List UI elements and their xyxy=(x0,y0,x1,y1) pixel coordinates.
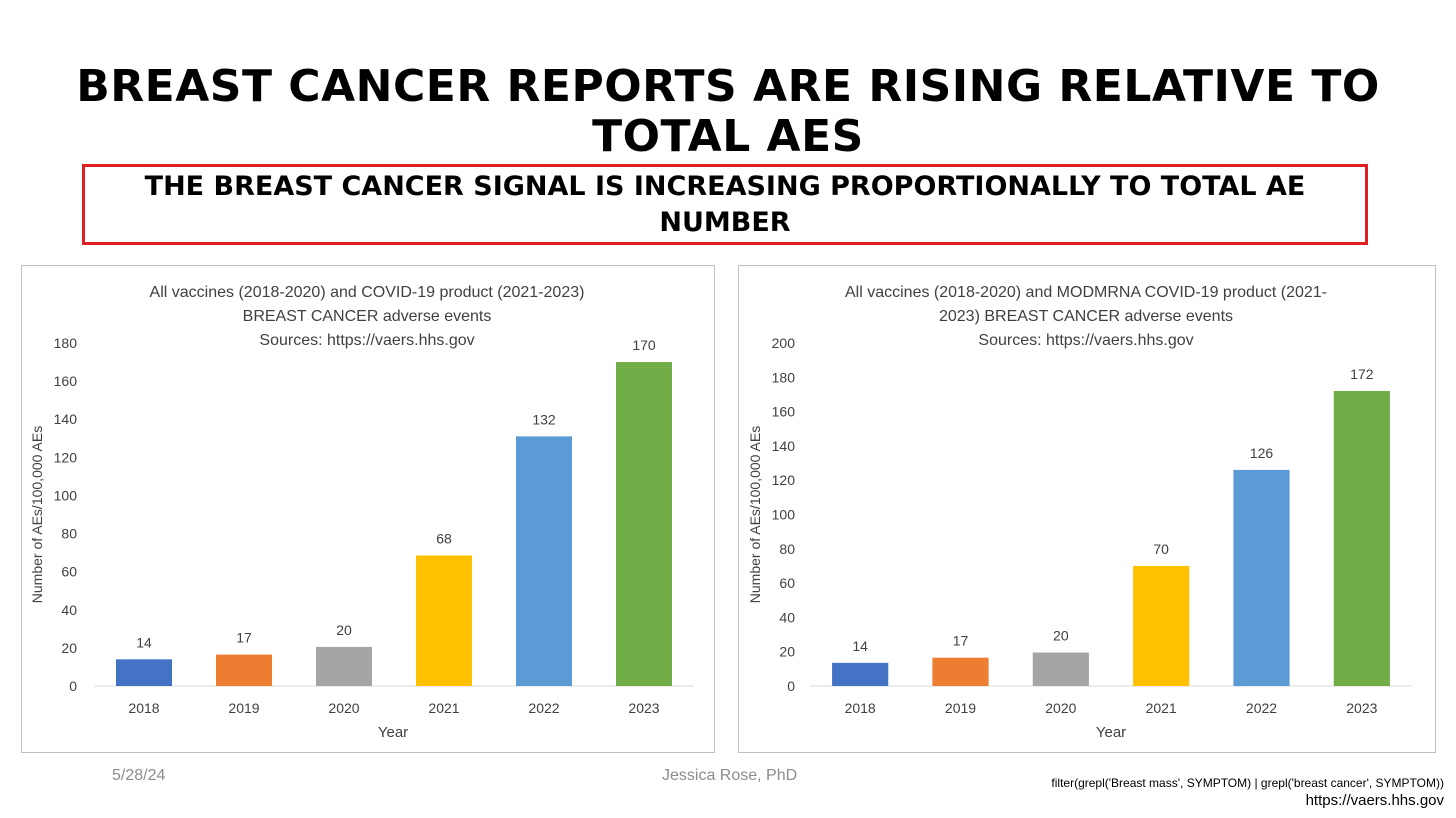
bar-2018 xyxy=(116,659,172,686)
x-tick-label: 2018 xyxy=(128,700,159,716)
y-tick-label: 80 xyxy=(61,526,77,542)
y-axis-title: Number of AEs/100,000 AEs xyxy=(29,426,45,603)
y-tick-label: 100 xyxy=(54,487,78,503)
y-tick-label: 160 xyxy=(772,404,796,420)
x-tick-label: 2018 xyxy=(845,700,876,716)
chart-title-line: BREAST CANCER adverse events xyxy=(243,308,492,325)
chart-left: All vaccines (2018-2020) and COVID-19 pr… xyxy=(29,284,694,741)
data-label: 132 xyxy=(532,411,556,427)
x-axis-title: Year xyxy=(1096,724,1126,741)
chart-title-line: Sources: https://vaers.hhs.gov xyxy=(978,332,1193,349)
bar-2021 xyxy=(1133,565,1190,686)
footer-url: https://vaers.hhs.gov xyxy=(1305,792,1444,809)
chart-panel-right: All vaccines (2018-2020) and MODMRNA COV… xyxy=(738,265,1436,753)
data-label: 170 xyxy=(632,337,656,353)
x-tick-label: 2022 xyxy=(528,700,559,716)
x-tick-label: 2023 xyxy=(1346,700,1377,716)
bar-2023 xyxy=(1333,391,1390,686)
y-tick-label: 180 xyxy=(772,369,796,385)
bar-2020 xyxy=(1032,652,1089,686)
x-tick-label: 2019 xyxy=(228,700,259,716)
bar-2022 xyxy=(1233,469,1290,686)
y-tick-label: 140 xyxy=(772,438,796,454)
bar-2019 xyxy=(216,654,272,686)
x-tick-label: 2021 xyxy=(1146,700,1177,716)
data-label: 172 xyxy=(1350,366,1374,382)
data-label: 14 xyxy=(852,638,868,654)
chart-title-line: Sources: https://vaers.hhs.gov xyxy=(259,332,474,349)
y-tick-label: 20 xyxy=(779,644,795,660)
y-tick-label: 60 xyxy=(61,564,77,580)
y-tick-label: 0 xyxy=(69,678,77,694)
bar-2020 xyxy=(316,646,372,686)
footer-date: 5/28/24 xyxy=(112,767,166,784)
y-tick-label: 200 xyxy=(772,335,796,351)
data-label: 126 xyxy=(1250,445,1274,461)
bar-2022 xyxy=(516,436,572,686)
data-label: 20 xyxy=(336,622,352,638)
data-label: 14 xyxy=(136,634,152,650)
footer-code: filter(grepl('Breast mass', SYMPTOM) | g… xyxy=(1051,776,1444,790)
y-tick-label: 120 xyxy=(54,449,78,465)
y-tick-label: 0 xyxy=(787,678,795,694)
x-axis-title: Year xyxy=(378,724,408,741)
y-axis-title: Number of AEs/100,000 AEs xyxy=(747,426,763,603)
x-tick-label: 2022 xyxy=(1246,700,1277,716)
y-tick-label: 140 xyxy=(54,411,78,427)
data-label: 70 xyxy=(1153,541,1169,557)
x-tick-label: 2023 xyxy=(628,700,659,716)
bar-2018 xyxy=(832,662,889,686)
y-tick-label: 60 xyxy=(779,575,795,591)
chart-title-line: All vaccines (2018-2020) and COVID-19 pr… xyxy=(150,284,585,301)
y-tick-label: 40 xyxy=(61,602,77,618)
chart-right: All vaccines (2018-2020) and MODMRNA COV… xyxy=(747,284,1412,741)
subtitle-text: THE BREAST CANCER SIGNAL IS INCREASING P… xyxy=(144,170,1306,238)
chart-title-line: 2023) BREAST CANCER adverse events xyxy=(939,308,1233,325)
bar-2021 xyxy=(416,555,472,686)
x-tick-label: 2021 xyxy=(428,700,459,716)
data-label: 17 xyxy=(953,633,969,649)
bar-2023 xyxy=(616,362,672,686)
footer-author: Jessica Rose, PhD xyxy=(662,767,798,784)
chart-panel-left: All vaccines (2018-2020) and COVID-19 pr… xyxy=(21,265,715,753)
y-tick-label: 120 xyxy=(772,472,796,488)
y-tick-label: 20 xyxy=(61,640,77,656)
x-tick-label: 2020 xyxy=(328,700,359,716)
data-label: 68 xyxy=(436,530,452,546)
slide-title: BREAST CANCER REPORTS ARE RISING RELATIV… xyxy=(76,61,1380,162)
y-tick-label: 160 xyxy=(54,373,78,389)
x-tick-label: 2020 xyxy=(1045,700,1076,716)
bar-2019 xyxy=(932,657,989,686)
y-tick-label: 180 xyxy=(54,335,78,351)
y-tick-label: 80 xyxy=(779,541,795,557)
x-tick-label: 2019 xyxy=(945,700,976,716)
y-tick-label: 100 xyxy=(772,507,796,523)
subtitle-box: THE BREAST CANCER SIGNAL IS INCREASING P… xyxy=(82,164,1368,245)
chart-title-line: All vaccines (2018-2020) and MODMRNA COV… xyxy=(845,284,1327,301)
y-tick-label: 40 xyxy=(779,609,795,625)
data-label: 20 xyxy=(1053,628,1069,644)
data-label: 17 xyxy=(236,630,252,646)
